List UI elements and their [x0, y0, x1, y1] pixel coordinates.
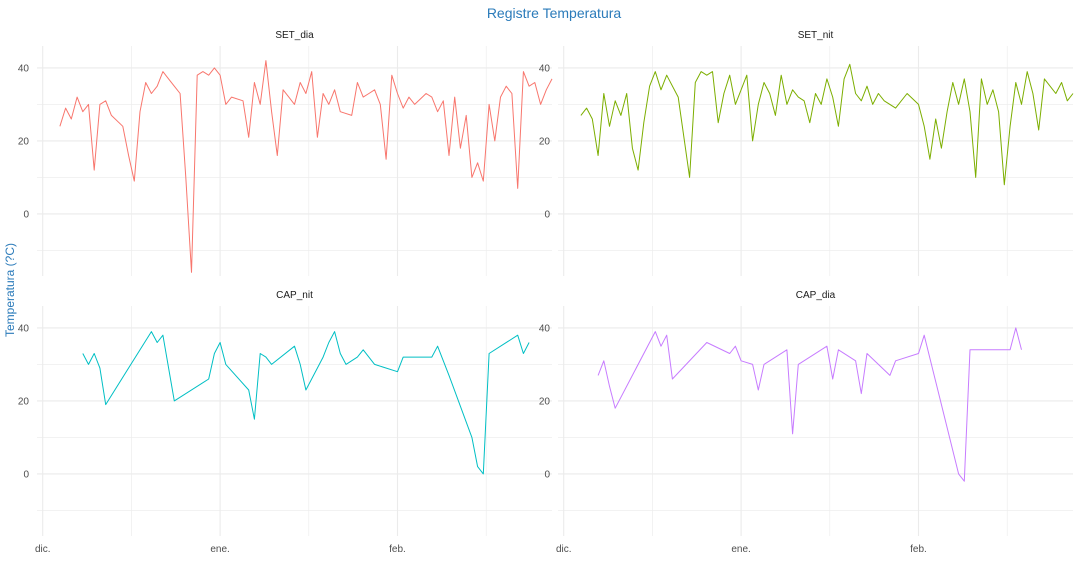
- y-tick-label: 0: [23, 469, 29, 480]
- series-line-cap-dia: [597, 327, 1022, 482]
- facet-panel-set-dia: SET_dia 0 20 40: [18, 30, 553, 276]
- y-tick-label: 0: [544, 469, 550, 480]
- y-tick-label: 40: [18, 323, 30, 334]
- facet-panel-set-nit: SET_nit 0 20 40: [539, 30, 1074, 276]
- chart-title: Registre Temperatura: [487, 5, 622, 21]
- y-tick-label: 0: [23, 209, 29, 220]
- x-tick-label: dic.: [556, 544, 572, 555]
- facet-panel-cap-nit: CAP_nit 0 20 40 dic. ene. feb.: [18, 290, 552, 555]
- panel-strip-label: CAP_dia: [796, 290, 836, 301]
- y-tick-label: 40: [18, 63, 30, 74]
- y-tick-label: 20: [539, 136, 551, 147]
- x-tick-label: feb.: [910, 544, 927, 555]
- panel-strip-label: CAP_nit: [276, 290, 313, 301]
- y-tick-label: 0: [544, 209, 550, 220]
- y-tick-label: 20: [539, 396, 551, 407]
- y-tick-label: 20: [18, 136, 30, 147]
- series-line-set-nit: [580, 63, 1074, 186]
- x-tick-label: dic.: [35, 544, 51, 555]
- x-tick-label: feb.: [389, 544, 406, 555]
- y-tick-label: 40: [539, 63, 551, 74]
- panel-strip-label: SET_nit: [798, 30, 834, 41]
- series-line-cap-nit: [82, 331, 530, 475]
- facet-panel-cap-dia: CAP_dia 0 20 40 dic. ene. feb.: [539, 290, 1073, 555]
- y-axis-label: Temperatura (?C): [3, 243, 17, 337]
- y-tick-label: 20: [18, 396, 30, 407]
- facet-panels: SET_dia 0 20 40 SET_nit 0 20 40 CAP_nit 0 20 40 dic.…: [18, 30, 1074, 555]
- series-line-set-dia: [59, 60, 553, 273]
- x-tick-label: ene.: [731, 544, 750, 555]
- y-tick-label: 40: [539, 323, 551, 334]
- x-tick-label: ene.: [210, 544, 229, 555]
- panel-strip-label: SET_dia: [275, 30, 314, 41]
